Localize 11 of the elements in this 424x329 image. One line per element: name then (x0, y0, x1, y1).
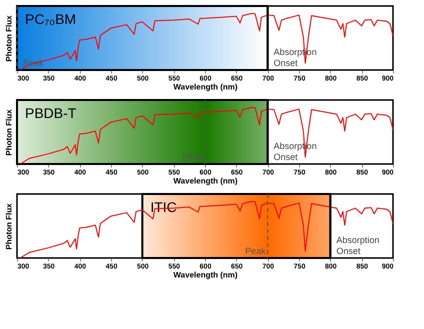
y-axis-title: Photon Flux (4, 202, 14, 250)
band-label: PBDB-T (25, 105, 77, 121)
x-axis-title: Wavelength (nm) (173, 270, 238, 280)
y-axis-title: Photon Flux (4, 108, 14, 156)
ref-line-label: Peak (182, 152, 204, 162)
x-axis-title: Wavelength (nm) (173, 176, 238, 186)
ref-line-label: Absorption Onset (336, 235, 380, 256)
y-axis-title: Photon Flux (4, 14, 14, 62)
x-axis-title: Wavelength (nm) (173, 82, 238, 92)
band-label: PC₇₀BM (25, 11, 76, 27)
ref-line-label: Peak (245, 246, 266, 256)
